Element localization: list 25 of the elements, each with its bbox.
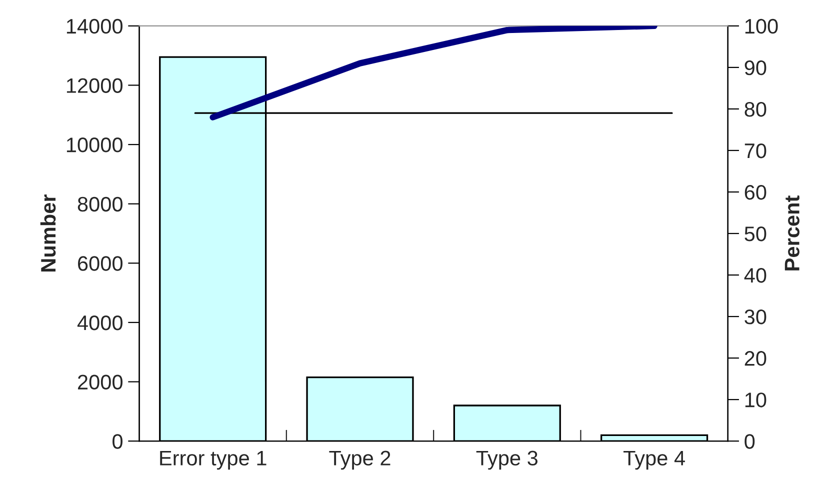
- y-axis-title: Number: [40, 194, 56, 272]
- y2-tick-label: 70: [744, 143, 766, 158]
- y2-tick-label: 10: [745, 392, 766, 408]
- y-tick-label: 4000: [77, 315, 122, 330]
- y2-tick-label: 0: [744, 434, 755, 449]
- y-tick-label: 8000: [78, 196, 122, 212]
- x-tick-label: Type 3: [476, 450, 538, 470]
- y2-tick-label: 90: [744, 60, 766, 76]
- y2-tick-label: 60: [744, 184, 766, 200]
- y2-tick-label: 50: [744, 226, 766, 242]
- y2-tick-label: 100: [745, 18, 778, 34]
- y2-tick-label: 40: [744, 268, 766, 283]
- y-tick-label: 12000: [66, 78, 122, 93]
- y-tick-label: 0: [112, 434, 122, 449]
- x-tick-label: Error type 1: [160, 450, 266, 470]
- x-tick-label: Type 4: [623, 450, 685, 470]
- y2-tick-label: 80: [744, 102, 766, 117]
- y2-axis-title: Percent: [784, 196, 800, 270]
- x-tick-label: Type 2: [329, 450, 390, 470]
- y-tick-label: 6000: [78, 256, 122, 271]
- y-tick-label: 14000: [66, 18, 122, 34]
- y-tick-label: 2000: [78, 374, 122, 390]
- y2-tick-label: 30: [744, 310, 766, 324]
- y2-tick-label: 20: [744, 351, 766, 366]
- y-tick-label: 10000: [66, 138, 122, 152]
